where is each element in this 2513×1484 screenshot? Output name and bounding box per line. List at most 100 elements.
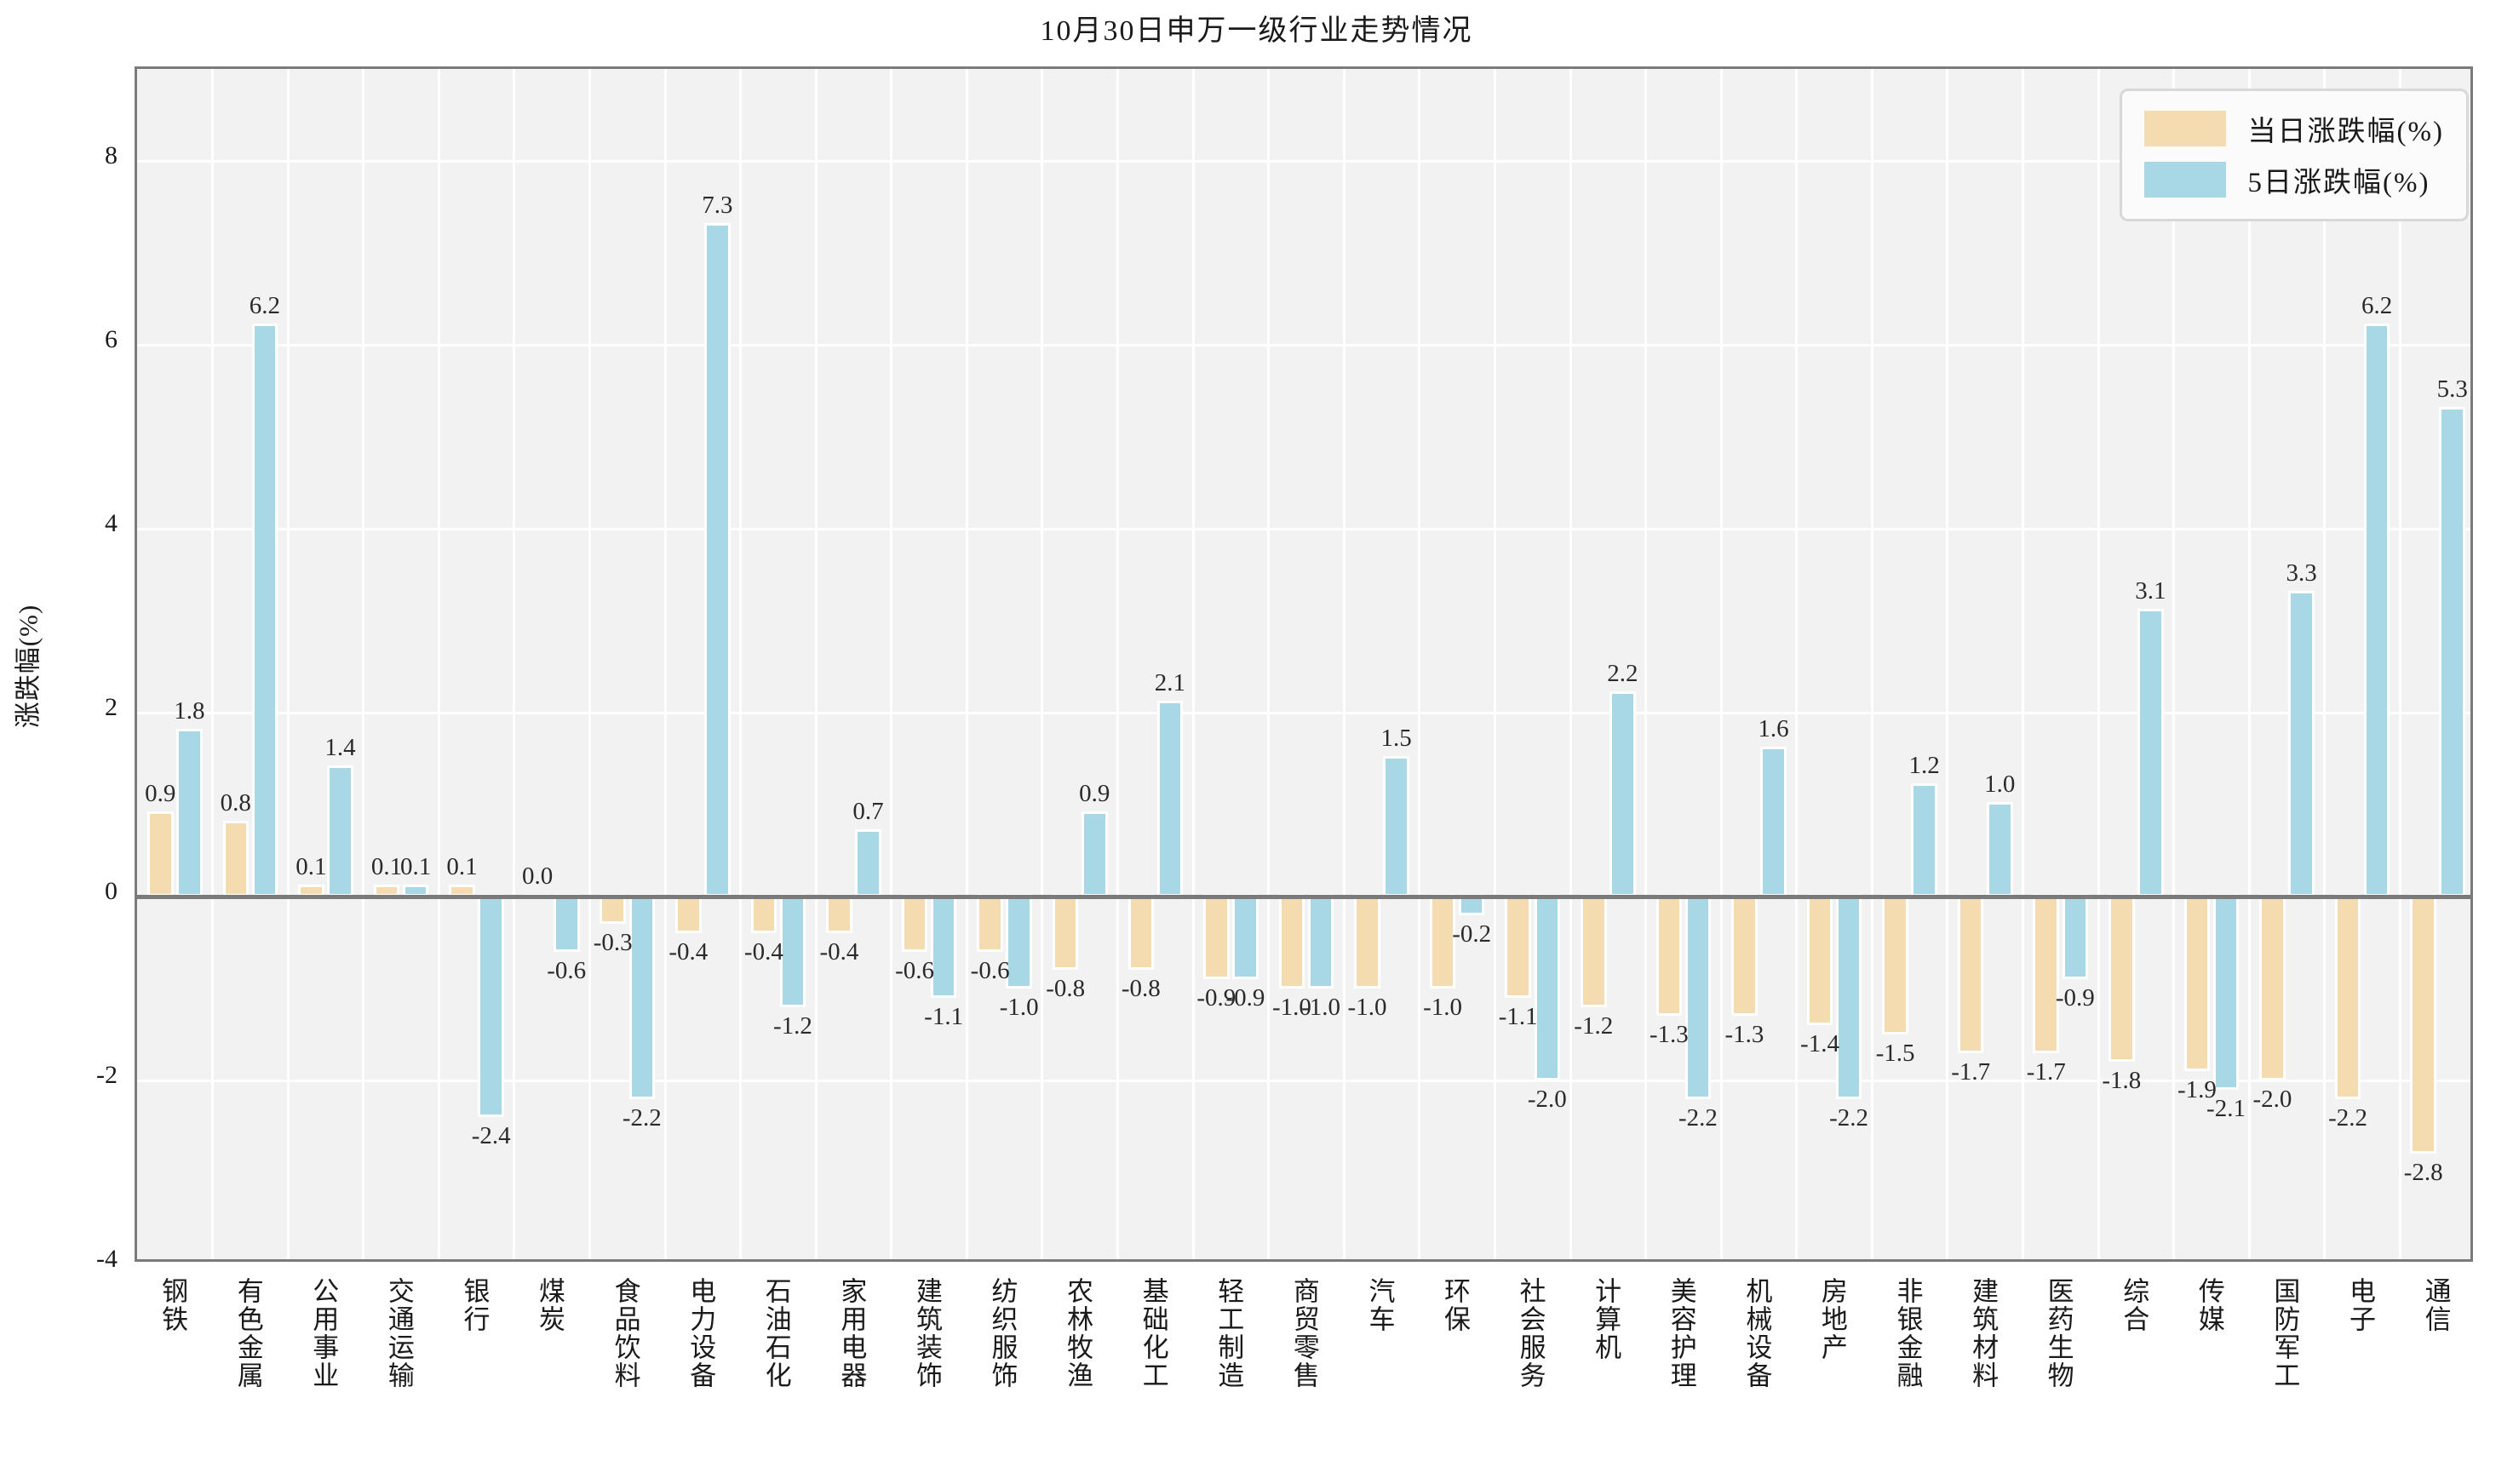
bar-daily[interactable] <box>1505 894 1531 998</box>
bar-value-label: -0.8 <box>1046 975 1086 1003</box>
bar-daily[interactable] <box>1655 894 1683 1017</box>
bar-daily[interactable] <box>2183 894 2211 1072</box>
vertical-gridline <box>965 69 968 1259</box>
x-axis-tick-label: 机械设备 <box>1741 1277 1772 1389</box>
x-axis-tick-label: 通信 <box>2420 1277 2451 1333</box>
vertical-gridline <box>588 69 591 1259</box>
legend-item[interactable]: 当日涨跌幅(%) <box>2143 103 2444 154</box>
bar-daily[interactable] <box>750 894 777 934</box>
bar-five-day[interactable] <box>553 894 580 952</box>
x-axis-tick-label: 石油石化 <box>760 1277 791 1389</box>
x-axis-tick-label: 电力设备 <box>686 1277 716 1389</box>
bar-daily[interactable] <box>2334 894 2361 1099</box>
bar-daily[interactable] <box>2033 894 2060 1053</box>
bar-five-day[interactable] <box>1911 783 1937 897</box>
bar-daily[interactable] <box>1806 894 1833 1026</box>
bar-value-label: 7.3 <box>702 191 733 219</box>
bar-five-day[interactable] <box>1006 894 1032 988</box>
bar-five-day[interactable] <box>2137 609 2164 897</box>
bar-daily[interactable] <box>2109 894 2135 1063</box>
bar-daily[interactable] <box>146 811 174 897</box>
bar-five-day[interactable] <box>1609 691 1636 897</box>
bar-five-day[interactable] <box>1760 747 1787 897</box>
bar-daily[interactable] <box>2259 894 2286 1080</box>
bar-daily[interactable] <box>1580 894 1607 1007</box>
bar-daily[interactable] <box>1052 894 1079 971</box>
bar-value-label: -0.4 <box>743 938 783 966</box>
bar-five-day[interactable] <box>1307 894 1334 988</box>
bar-daily[interactable] <box>675 894 702 934</box>
bar-daily[interactable] <box>1278 894 1305 988</box>
vertical-gridline <box>1946 69 1949 1259</box>
bar-value-label: -2.4 <box>471 1122 511 1150</box>
bar-value-label: 6.2 <box>249 292 281 320</box>
x-axis-tick-label: 非银金融 <box>1892 1277 1923 1389</box>
x-axis-tick-label: 电子 <box>2344 1277 2375 1333</box>
bar-five-day[interactable] <box>2062 894 2089 980</box>
bar-value-label: 1.5 <box>1380 725 1412 752</box>
bar-five-day[interactable] <box>1684 894 1712 1099</box>
bar-value-label: -2.2 <box>622 1103 662 1132</box>
bar-daily[interactable] <box>2410 894 2436 1155</box>
bar-five-day[interactable] <box>1156 701 1184 897</box>
bar-five-day[interactable] <box>704 222 731 897</box>
vertical-gridline <box>513 69 516 1259</box>
bar-value-label: -0.9 <box>1225 984 1265 1012</box>
bar-daily[interactable] <box>1127 894 1155 971</box>
bar-five-day[interactable] <box>251 324 278 897</box>
x-axis-tick-label: 公用事业 <box>308 1277 339 1389</box>
bar-five-day[interactable] <box>1986 802 2013 897</box>
bar-daily[interactable] <box>1731 894 1758 1017</box>
x-axis-tick-label: 建筑装饰 <box>911 1277 942 1389</box>
bar-daily[interactable] <box>1203 894 1230 980</box>
bar-daily[interactable] <box>1957 894 1984 1053</box>
bar-value-label: -0.9 <box>2055 984 2095 1012</box>
bar-five-day[interactable] <box>1383 756 1409 897</box>
bar-daily[interactable] <box>901 894 928 952</box>
horizontal-gridline <box>137 711 2470 714</box>
bar-five-day[interactable] <box>1534 894 1561 1080</box>
bar-five-day[interactable] <box>1232 894 1259 980</box>
bar-five-day[interactable] <box>2288 590 2315 897</box>
bar-five-day[interactable] <box>855 829 881 897</box>
legend-label: 5日涨跌幅(%) <box>2247 168 2430 198</box>
bar-value-label: 3.3 <box>2286 559 2317 587</box>
bar-five-day[interactable] <box>930 894 957 998</box>
bar-five-day[interactable] <box>1835 894 1862 1099</box>
bar-value-label: -1.7 <box>1951 1057 1991 1086</box>
x-axis-tick-label: 钢铁 <box>158 1277 188 1333</box>
bar-five-day[interactable] <box>2363 324 2390 897</box>
bar-value-label: 0.9 <box>145 779 176 807</box>
bar-five-day[interactable] <box>628 894 656 1099</box>
bar-daily[interactable] <box>222 820 250 897</box>
bar-five-day[interactable] <box>2439 406 2466 897</box>
bar-five-day[interactable] <box>1082 811 1108 897</box>
vertical-gridline <box>739 69 743 1259</box>
bar-value-label: 0.1 <box>446 853 478 881</box>
chart-legend[interactable]: 当日涨跌幅(%) 5日涨跌幅(%) <box>2119 89 2469 221</box>
bar-five-day[interactable] <box>478 894 504 1118</box>
legend-color-swatch <box>2143 111 2226 146</box>
x-axis-tick-label: 传媒 <box>2194 1277 2224 1333</box>
y-axis-tick-label: 4 <box>105 509 118 537</box>
vertical-gridline <box>1418 69 1421 1259</box>
vertical-gridline <box>211 69 215 1259</box>
x-axis-tick-label: 食品饮料 <box>610 1277 640 1389</box>
zero-baseline <box>137 894 2470 899</box>
bar-five-day[interactable] <box>176 728 203 897</box>
bar-value-label: -0.9 <box>1196 984 1236 1012</box>
bar-five-day[interactable] <box>327 765 353 897</box>
vertical-gridline <box>1191 69 1195 1259</box>
bar-daily[interactable] <box>1354 894 1380 988</box>
bar-daily[interactable] <box>1429 894 1456 988</box>
bar-daily[interactable] <box>1882 894 1908 1034</box>
bar-five-day[interactable] <box>2212 894 2240 1090</box>
vertical-gridline <box>1569 69 1572 1259</box>
bar-value-label: -0.4 <box>819 938 859 966</box>
bar-daily[interactable] <box>826 894 852 934</box>
legend-item[interactable]: 5日涨跌幅(%) <box>2143 154 2444 205</box>
x-axis-tick-label: 交通运输 <box>383 1277 414 1389</box>
x-axis-tick-label: 银行 <box>459 1277 490 1333</box>
bar-daily[interactable] <box>977 894 1003 952</box>
bar-value-label: -1.0 <box>1347 994 1387 1021</box>
